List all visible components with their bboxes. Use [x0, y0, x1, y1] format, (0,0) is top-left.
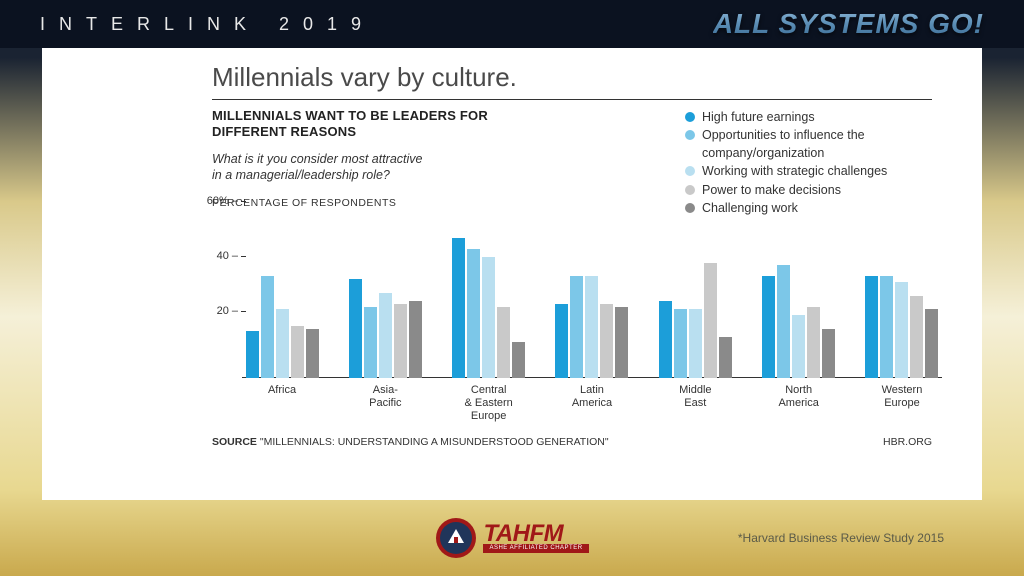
bar — [379, 293, 392, 378]
tahfm-main: TAHFM — [483, 523, 563, 545]
legend-label: Power to make decisions — [702, 181, 841, 199]
bar-group — [449, 238, 529, 378]
legend-label: High future earnings — [702, 108, 815, 126]
y-tick: 20 – — [204, 305, 238, 317]
footer: TAHFM ASHE AFFILIATED CHAPTER *Harvard B… — [0, 500, 1024, 576]
bar — [910, 296, 923, 379]
bar-group — [552, 276, 632, 378]
bar-group — [759, 265, 839, 378]
tahfm-badge-icon — [435, 517, 477, 559]
interlink-title: INTERLINK 2019 — [40, 14, 375, 35]
legend-dot-icon — [685, 185, 695, 195]
bar — [276, 309, 289, 378]
y-tick: 40 – — [204, 250, 238, 262]
bar-group — [345, 279, 425, 378]
bar — [306, 329, 319, 379]
bar — [482, 257, 495, 378]
x-label: WesternEurope — [862, 384, 942, 424]
x-label: Asia-Pacific — [345, 384, 425, 424]
bar — [570, 276, 583, 378]
plot-area: AfricaAsia-PacificCentral& EasternEurope… — [212, 213, 942, 378]
slide-title: Millennials vary by culture. — [212, 62, 952, 93]
source-left: SOURCE "MILLENNIALS: UNDERSTANDING A MIS… — [212, 436, 609, 448]
bar — [925, 309, 938, 378]
bar — [555, 304, 568, 378]
x-label: Central& EasternEurope — [449, 384, 529, 424]
bar — [497, 307, 510, 379]
legend-dot-icon — [685, 166, 695, 176]
legend-item: High future earnings — [685, 108, 932, 126]
legend-item: Working with strategic challenges — [685, 162, 932, 180]
bar — [865, 276, 878, 378]
slide-panel: Millennials vary by culture. MILLENNIALS… — [42, 48, 982, 500]
chart-question: What is it you consider most attractive … — [212, 151, 492, 184]
legend-dot-icon — [685, 130, 695, 140]
chart-question-l1: What is it you consider most attractive — [212, 152, 423, 166]
chart-headline-l1: MILLENNIALS WANT TO BE LEADERS FOR — [212, 108, 488, 123]
tahfm-text: TAHFM ASHE AFFILIATED CHAPTER — [483, 523, 588, 554]
bar-group — [242, 276, 322, 378]
chart-headline-l2: DIFFERENT REASONS — [212, 124, 356, 139]
bar — [674, 309, 687, 378]
source-row: SOURCE "MILLENNIALS: UNDERSTANDING A MIS… — [212, 436, 932, 448]
bar — [689, 309, 702, 378]
tagline: ALL SYSTEMS GO! — [713, 8, 984, 40]
x-labels: Africa Asia-Pacific Central& EasternEurope… — [242, 384, 942, 424]
legend-item: Power to make decisions — [685, 181, 932, 199]
bar-groups — [242, 213, 942, 378]
bar — [452, 238, 465, 378]
x-label: LatinAmerica — [552, 384, 632, 424]
footer-logo-block: TAHFM ASHE AFFILIATED CHAPTER — [435, 517, 588, 559]
bar — [467, 249, 480, 378]
chart-container: MILLENNIALS WANT TO BE LEADERS FOR DIFFE… — [212, 108, 932, 448]
chart-question-l2: in a managerial/leadership role? — [212, 168, 390, 182]
bar — [394, 304, 407, 378]
bar — [364, 307, 377, 379]
bar — [291, 326, 304, 378]
source-label: SOURCE — [212, 436, 257, 448]
bar — [777, 265, 790, 378]
legend-label: Working with strategic challenges — [702, 162, 887, 180]
bar — [349, 279, 362, 378]
x-label: Africa — [242, 384, 322, 424]
chart-headline: MILLENNIALS WANT TO BE LEADERS FOR DIFFE… — [212, 108, 492, 141]
x-label: NorthAmerica — [759, 384, 839, 424]
source-text: "MILLENNIALS: UNDERSTANDING A MISUNDERST… — [260, 436, 609, 448]
title-rule — [212, 99, 932, 100]
bar — [585, 276, 598, 378]
tahfm-sub: ASHE AFFILIATED CHAPTER — [483, 544, 588, 553]
bar — [512, 342, 525, 378]
bar — [659, 301, 672, 378]
bar-group — [655, 263, 735, 379]
bar — [822, 329, 835, 379]
legend-label: Opportunities to influence the company/o… — [702, 126, 932, 162]
bar — [880, 276, 893, 378]
bar — [600, 304, 613, 378]
bar — [704, 263, 717, 379]
bar — [807, 307, 820, 379]
bar — [792, 315, 805, 378]
legend-dot-icon — [685, 112, 695, 122]
header-bar: INTERLINK 2019 ALL SYSTEMS GO! — [0, 0, 1024, 48]
bar — [261, 276, 274, 378]
bar — [246, 331, 259, 378]
bar — [409, 301, 422, 378]
bar — [615, 307, 628, 379]
legend-dot-icon — [685, 203, 695, 213]
source-org: HBR.ORG — [883, 436, 932, 448]
bar — [719, 337, 732, 378]
bar — [895, 282, 908, 378]
y-tick: 60% – — [204, 195, 238, 207]
bar-group — [862, 276, 942, 378]
x-label: MiddleEast — [655, 384, 735, 424]
legend: High future earningsOpportunities to inf… — [685, 108, 932, 217]
legend-item: Opportunities to influence the company/o… — [685, 126, 932, 162]
bar — [762, 276, 775, 378]
citation: *Harvard Business Review Study 2015 — [738, 531, 944, 545]
